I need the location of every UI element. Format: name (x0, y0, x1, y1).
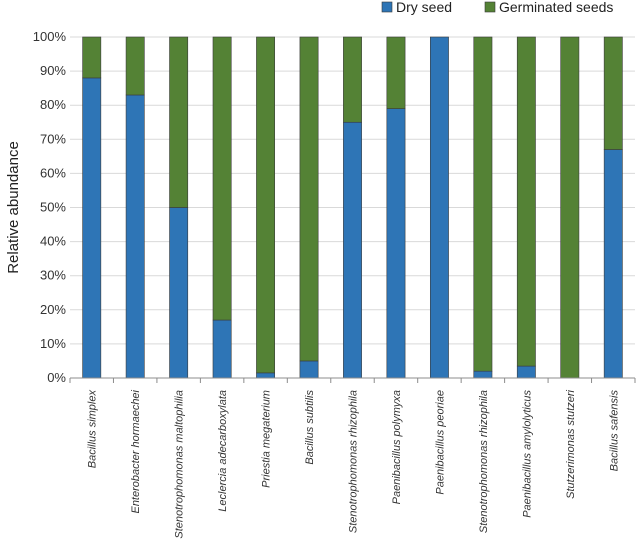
category-label: Bacillus safensis (608, 390, 620, 472)
bar-germinated-seeds (343, 36, 362, 123)
legend-swatch-dry-seed (381, 1, 393, 13)
bar-dry-seed (256, 372, 276, 379)
category-label: Paenibacillus amylolyticus (521, 390, 533, 518)
bar-dry-seed (125, 94, 145, 379)
y-tick-label: 10% (40, 336, 66, 351)
bar-germinated-seeds (299, 36, 319, 362)
category-label: Stutzerimonas stutzeri (565, 389, 577, 498)
bar-germinated-seeds (473, 36, 493, 372)
category-label: Bacillus subtilis (304, 390, 316, 465)
bar-dry-seed (212, 319, 232, 379)
bar-germinated-seeds (212, 36, 232, 321)
category-label: Bacillus simplex (87, 390, 99, 469)
legend: Dry seed Germinated seeds (381, 0, 613, 15)
legend-swatch-germinated-seeds (484, 1, 496, 13)
category-label: Stenotrophomonas maltophilia (174, 390, 186, 539)
bar-dry-seed (473, 370, 493, 379)
bar-germinated-seeds (560, 36, 580, 379)
y-tick-label: 90% (40, 63, 66, 78)
bar-germinated-seeds (82, 36, 102, 79)
bars (82, 36, 623, 379)
bar-dry-seed (82, 77, 102, 379)
bar-germinated-seeds (603, 36, 623, 150)
y-axis-ticks: 0% 10% 20% 30% 40% 50% 60% 70% 80% 90% 100% (33, 29, 67, 385)
bar-dry-seed (299, 360, 319, 379)
bar-germinated-seeds (516, 36, 536, 367)
y-tick-label: 40% (40, 234, 66, 249)
y-axis-title: Relative abundance (5, 141, 22, 274)
bar-dry-seed (343, 121, 362, 379)
bar-dry-seed (169, 207, 189, 379)
x-axis (69, 377, 636, 383)
x-axis-labels: Bacillus simplex Enterobacter hormaechei S… (87, 389, 621, 538)
category-label: Paenibacillus polymyxa (391, 390, 403, 504)
category-label: Stenotrophomonas rhizophila (348, 390, 360, 533)
bar-germinated-seeds (256, 36, 276, 374)
bar-germinated-seeds (386, 36, 406, 109)
legend-label-dry-seed: Dry seed (396, 0, 452, 15)
bar-dry-seed (603, 149, 623, 379)
y-tick-label: 70% (40, 131, 66, 146)
y-tick-label: 60% (40, 165, 66, 180)
legend-label-germinated-seeds: Germinated seeds (499, 0, 613, 15)
bar-germinated-seeds (169, 36, 189, 208)
bar-dry-seed (516, 365, 536, 379)
y-tick-label: 50% (40, 200, 66, 215)
y-tick-label: 0% (47, 370, 66, 385)
bar-germinated-seeds (125, 36, 145, 96)
category-label: Leclercia adecarboxylata (217, 390, 229, 512)
category-label: Paenibacillus peoriae (434, 390, 446, 495)
category-label: Priestia megaterium (261, 390, 273, 488)
bar-dry-seed (386, 108, 406, 379)
y-tick-label: 30% (40, 268, 66, 283)
category-label: Enterobacter hormaechei (130, 389, 142, 513)
y-tick-label: 20% (40, 302, 66, 317)
y-tick-label: 80% (40, 97, 66, 112)
category-label: Stenotrophomonas rhizophila (478, 390, 490, 533)
bar-dry-seed (429, 36, 449, 379)
y-tick-label: 100% (33, 29, 67, 44)
